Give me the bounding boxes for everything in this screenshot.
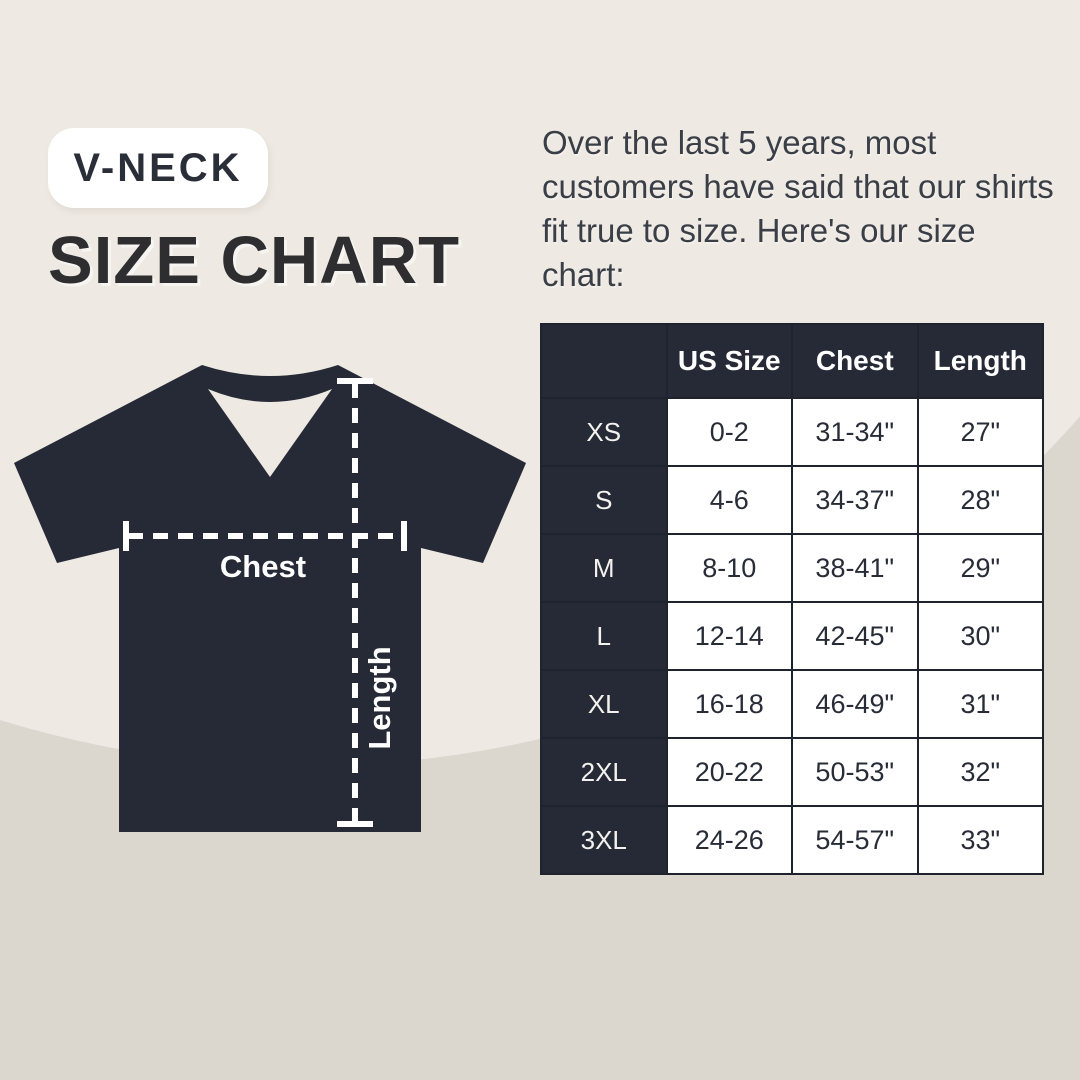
length-value: 28" xyxy=(916,465,1044,535)
size-table: US Size Chest Length XS 0-2 31-34" 27" S… xyxy=(540,323,1044,875)
table-header-row: US Size Chest Length xyxy=(540,323,1044,399)
size-label: XS xyxy=(540,397,668,467)
size-table-body: XS 0-2 31-34" 27" S 4-6 34-37" 28" M 8-1… xyxy=(540,397,1044,875)
us-size-value: 20-22 xyxy=(665,737,793,807)
us-size-value: 12-14 xyxy=(665,601,793,671)
header-cell-length: Length xyxy=(916,323,1044,399)
length-value: 32" xyxy=(916,737,1044,807)
length-value: 29" xyxy=(916,533,1044,603)
vneck-badge: V-NECK xyxy=(48,128,268,208)
length-value: 31" xyxy=(916,669,1044,739)
vneck-badge-label: V-NECK xyxy=(73,145,243,190)
size-label: XL xyxy=(540,669,668,739)
header-cell-chest: Chest xyxy=(791,323,919,399)
us-size-value: 8-10 xyxy=(665,533,793,603)
size-label: 2XL xyxy=(540,737,668,807)
chest-value: 34-37" xyxy=(791,465,919,535)
size-label: S xyxy=(540,465,668,535)
table-row: XL 16-18 46-49" 31" xyxy=(540,669,1044,739)
table-row: 2XL 20-22 50-53" 32" xyxy=(540,737,1044,807)
chest-value: 31-34" xyxy=(791,397,919,467)
length-value: 30" xyxy=(916,601,1044,671)
size-label: M xyxy=(540,533,668,603)
table-row: L 12-14 42-45" 30" xyxy=(540,601,1044,671)
length-value: 27" xyxy=(916,397,1044,467)
length-measure-label: Length xyxy=(362,646,397,749)
table-row: 3XL 24-26 54-57" 33" xyxy=(540,805,1044,875)
chest-value: 38-41" xyxy=(791,533,919,603)
us-size-value: 4-6 xyxy=(665,465,793,535)
size-label: L xyxy=(540,601,668,671)
intro-paragraph: Over the last 5 years, most customers ha… xyxy=(542,124,1054,293)
size-table-header: US Size Chest Length xyxy=(540,323,1044,399)
header-cell-blank xyxy=(540,323,668,399)
tshirt-shape xyxy=(14,365,526,832)
length-value: 33" xyxy=(916,805,1044,875)
size-label: 3XL xyxy=(540,805,668,875)
us-size-value: 0-2 xyxy=(665,397,793,467)
us-size-value: 16-18 xyxy=(665,669,793,739)
table-row: S 4-6 34-37" 28" xyxy=(540,465,1044,535)
table-row: XS 0-2 31-34" 27" xyxy=(540,397,1044,467)
chest-value: 42-45" xyxy=(791,601,919,671)
chest-value: 46-49" xyxy=(791,669,919,739)
us-size-value: 24-26 xyxy=(665,805,793,875)
header-cell-us-size: US Size xyxy=(665,323,793,399)
chest-value: 50-53" xyxy=(791,737,919,807)
page-title: SIZE CHART xyxy=(48,223,460,298)
table-row: M 8-10 38-41" 29" xyxy=(540,533,1044,603)
chest-value: 54-57" xyxy=(791,805,919,875)
chest-measure-label: Chest xyxy=(220,549,306,584)
vneck-opening xyxy=(208,389,332,477)
